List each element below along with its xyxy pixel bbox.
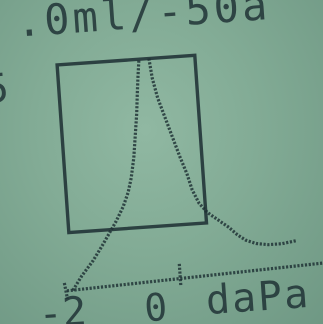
axis-tick-left (62, 282, 70, 300)
compliance-box (55, 53, 209, 235)
pressure-zero-label: 0 (142, 284, 169, 324)
tympanogram-curve-left (71, 59, 141, 292)
pressure-min-label: -2 (36, 288, 89, 324)
tympanogram-curve-right (147, 58, 297, 247)
pressure-axis (66, 260, 323, 293)
axis-tick-zero (177, 263, 183, 286)
pressure-unit-label: daPa (204, 270, 312, 324)
